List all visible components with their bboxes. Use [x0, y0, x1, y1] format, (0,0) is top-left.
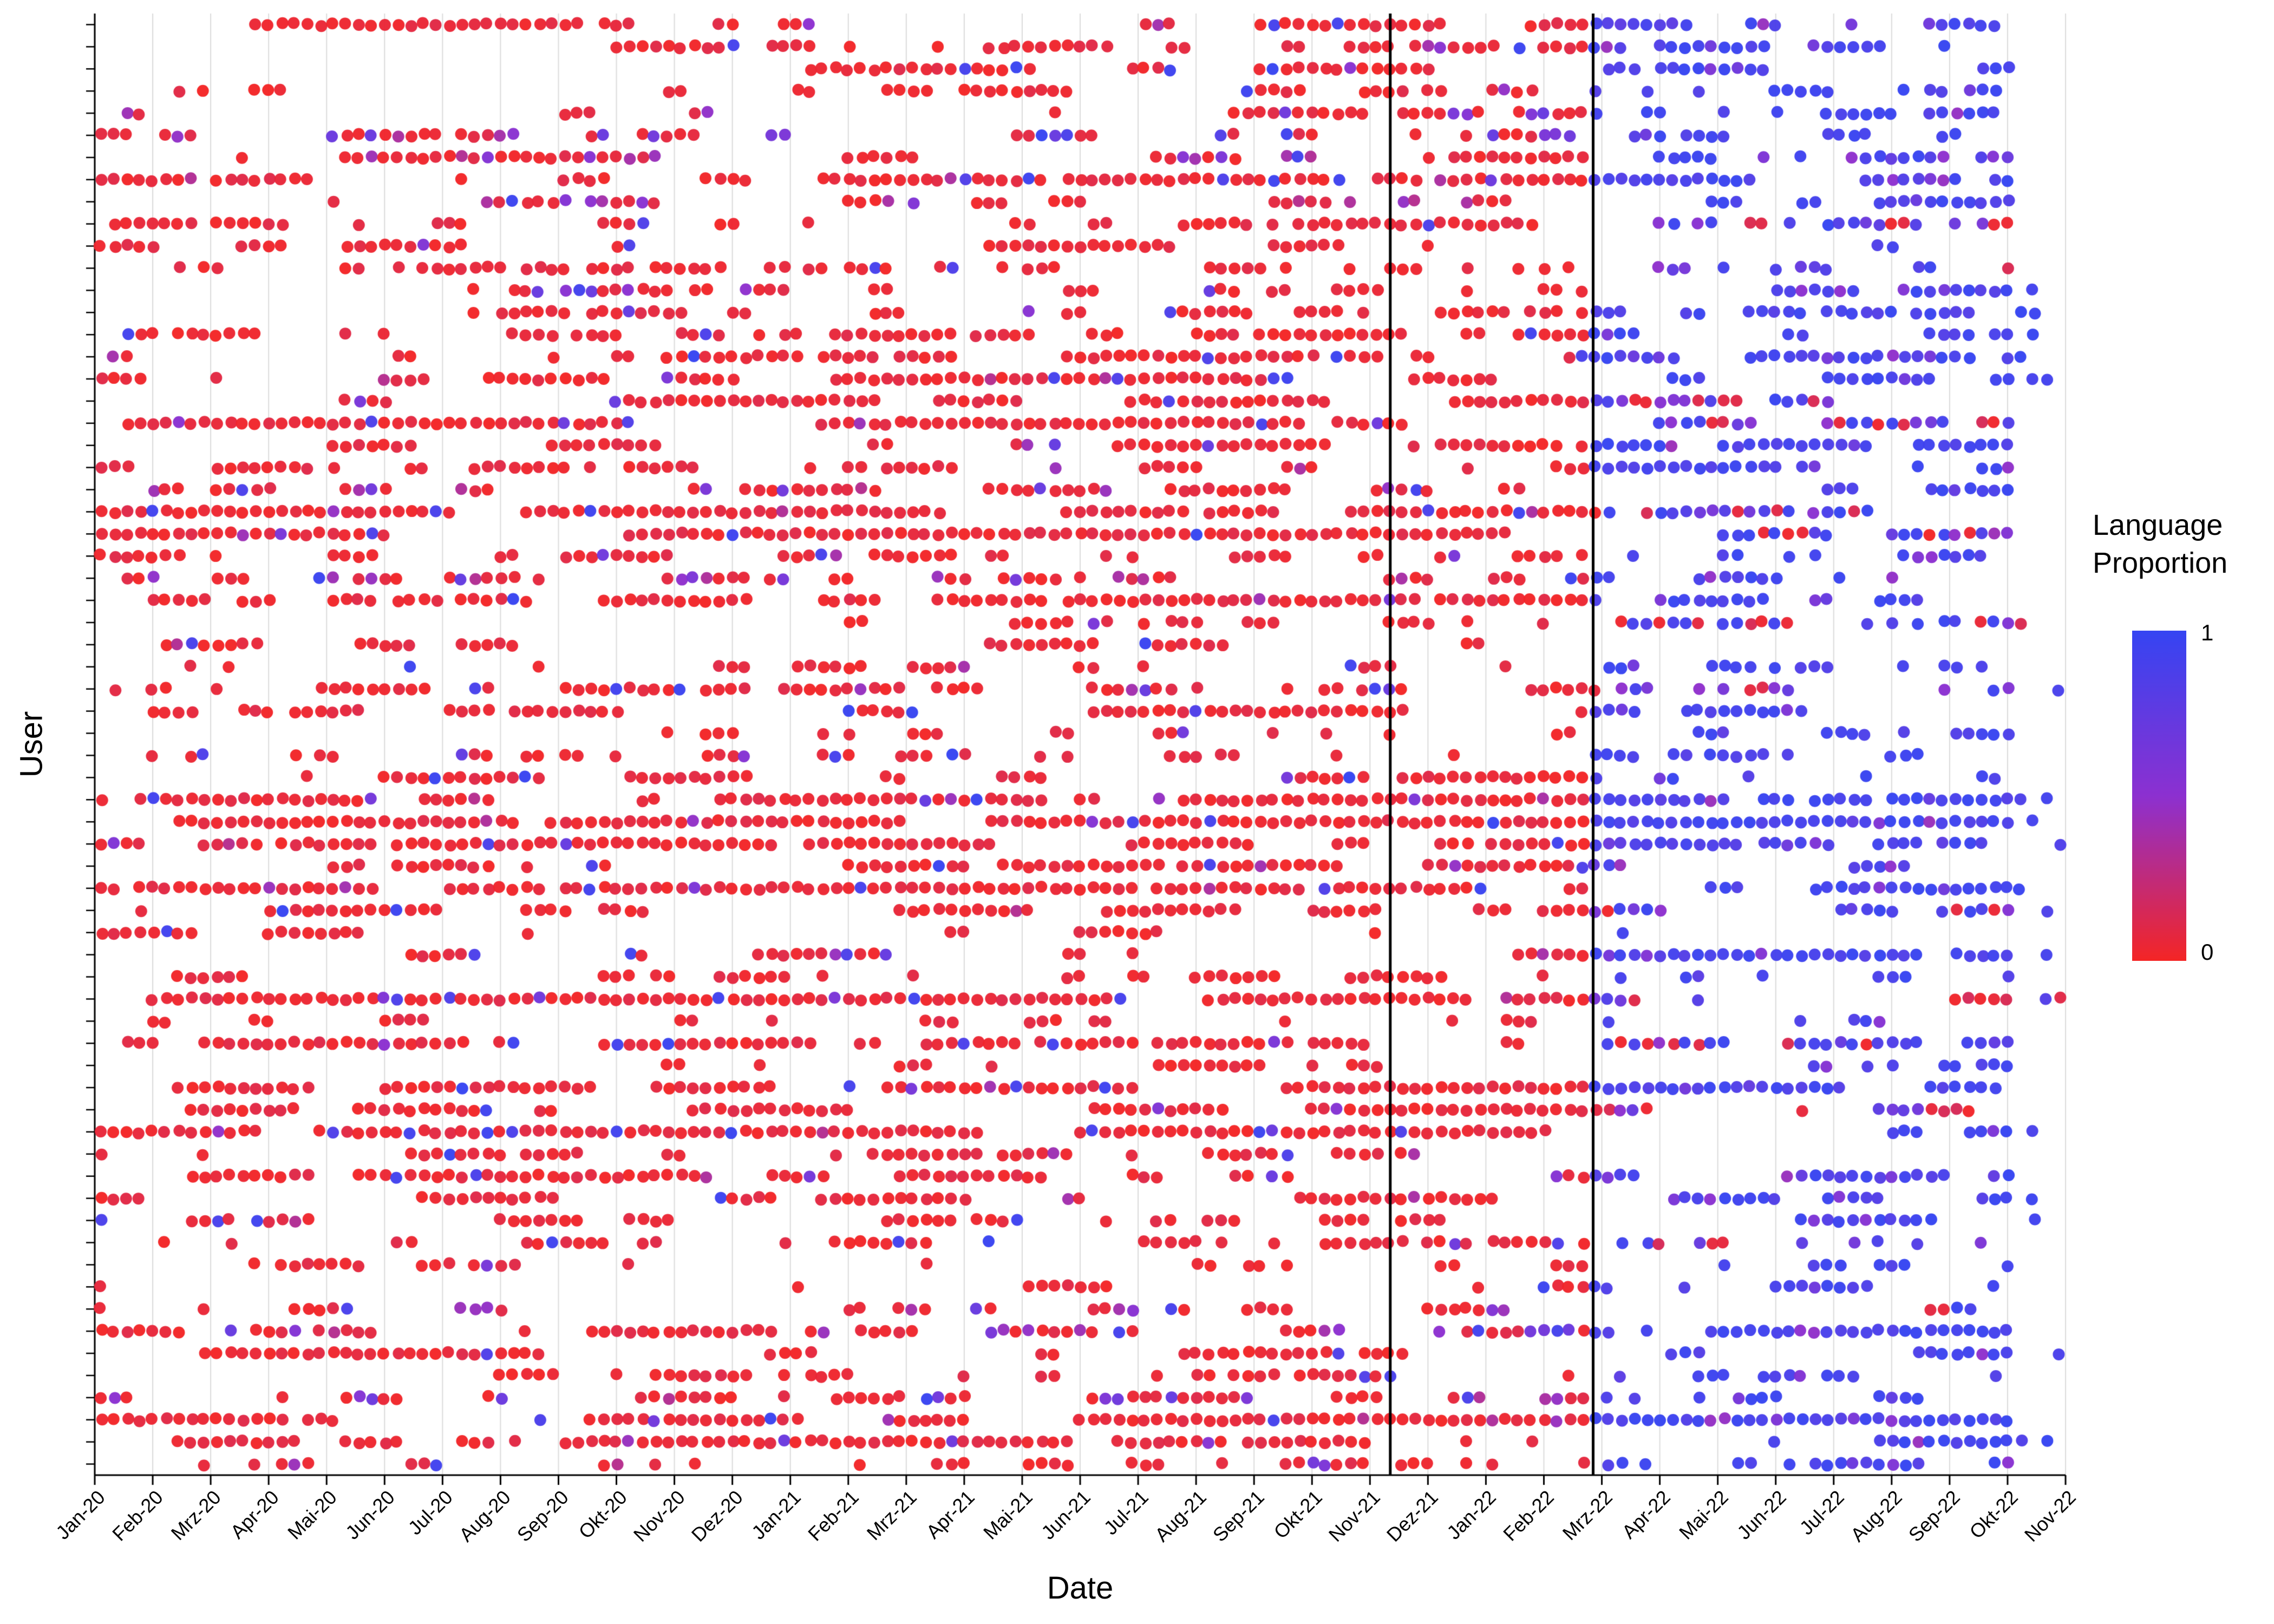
legend-max-label: 1: [2201, 620, 2214, 645]
x-tick-label: Sep-22: [1904, 1485, 1964, 1546]
x-tick-label: Mrz-20: [166, 1485, 225, 1545]
x-tick-label: Sep-20: [513, 1485, 573, 1546]
x-tick-label: Feb-21: [803, 1485, 863, 1546]
x-tick-label: Mai-21: [979, 1485, 1037, 1544]
x-tick-label: Okt-21: [1269, 1485, 1327, 1543]
x-tick-label: Apr-22: [1617, 1485, 1675, 1543]
legend-title: Language Proportion: [2093, 509, 2228, 580]
x-tick-label: Feb-22: [1499, 1485, 1559, 1546]
x-tick-label: Nov-20: [629, 1485, 689, 1546]
x-tick-label: Feb-20: [108, 1485, 167, 1546]
legend-min-label: 0: [2201, 939, 2214, 965]
x-tick-label: Jan-22: [1442, 1485, 1501, 1544]
scatter-canvas: [73, 8, 2087, 1502]
x-tick-label: Jul-20: [403, 1485, 458, 1540]
x-tick-label: Jul-22: [1795, 1485, 1848, 1540]
x-tick-label: Jun-20: [341, 1485, 400, 1544]
x-tick-label: Dez-20: [687, 1485, 747, 1546]
x-tick-label: Nov-22: [2020, 1485, 2080, 1546]
legend-colorbar: [2132, 631, 2186, 961]
x-tick-label: Aug-22: [1846, 1485, 1906, 1546]
y-axis-title: User: [14, 711, 49, 778]
x-axis-title: Date: [1047, 1570, 1114, 1606]
x-tick-label: Mrz-22: [1558, 1485, 1617, 1545]
x-tick-label: Jun-22: [1732, 1485, 1791, 1544]
x-tick-label: Aug-20: [455, 1485, 515, 1546]
x-tick-label: Okt-20: [573, 1485, 631, 1543]
x-tick-label: Apr-20: [226, 1485, 284, 1543]
x-tick-label: Apr-21: [922, 1485, 979, 1543]
x-tick-label: Mai-20: [283, 1485, 342, 1544]
x-tick-label: Dez-21: [1382, 1485, 1443, 1546]
x-tick-label: Mrz-21: [862, 1485, 921, 1545]
x-tick-label: Jan-21: [747, 1485, 805, 1544]
x-tick-label: Okt-22: [1965, 1485, 2022, 1543]
x-tick-label: Jan-20: [51, 1485, 109, 1544]
x-tick-label: Nov-21: [1324, 1485, 1385, 1546]
x-tick-label: Mai-22: [1674, 1485, 1733, 1544]
legend: Language Proportion 1 0: [2084, 498, 2274, 985]
x-tick-label: Sep-21: [1208, 1485, 1269, 1546]
